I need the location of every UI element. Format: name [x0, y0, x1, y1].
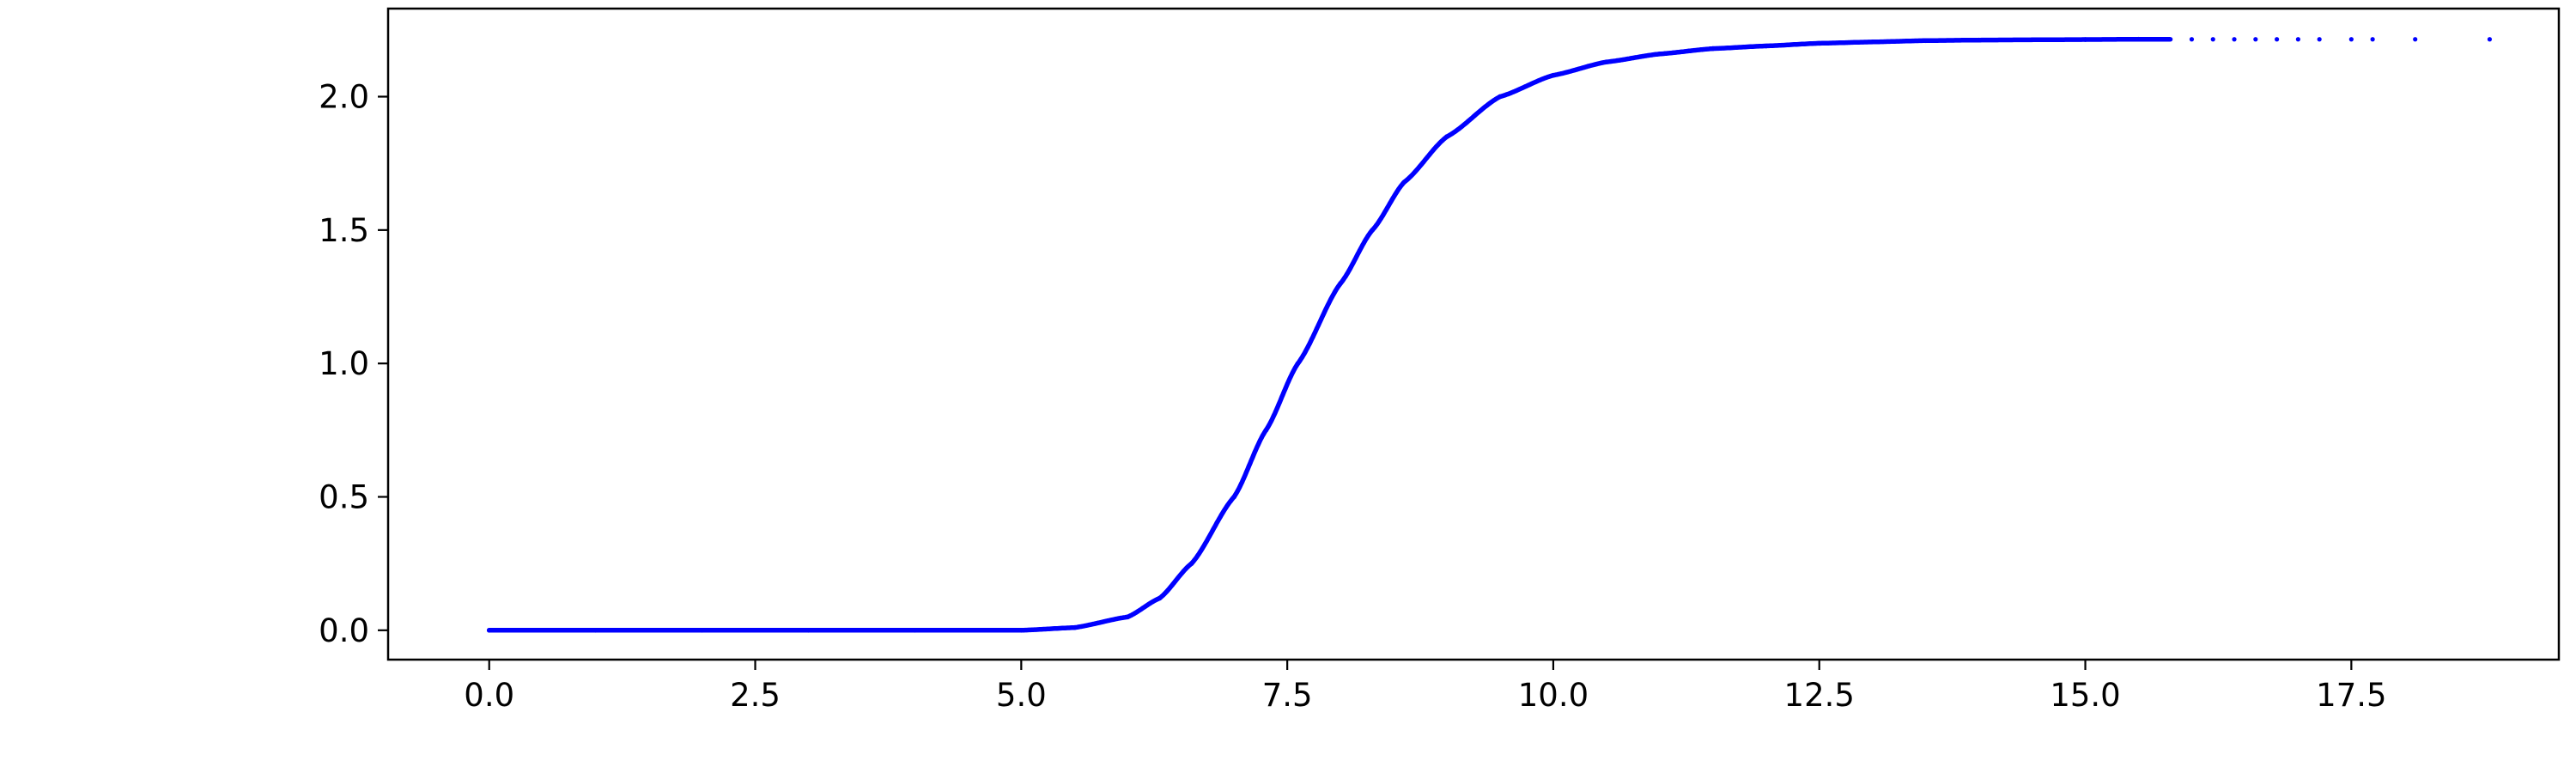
- data-point: [1188, 561, 1194, 566]
- data-point: [1763, 43, 1769, 49]
- data-point: [1869, 40, 1875, 45]
- data-point: [2413, 37, 2418, 42]
- data-point: [2275, 37, 2280, 42]
- data-point: [912, 628, 918, 633]
- x-tick-label: 12.5: [1784, 677, 1855, 714]
- data-point: [1498, 94, 1503, 100]
- y-tick-label: 0.0: [319, 612, 369, 649]
- axes-frame: [386, 7, 2561, 661]
- data-point: [2210, 37, 2215, 42]
- data-point: [2189, 37, 2195, 42]
- data-point: [1710, 46, 1716, 52]
- x-tick-label: 10.0: [1518, 677, 1589, 714]
- data-point: [2317, 37, 2322, 42]
- data-point: [2232, 37, 2237, 42]
- x-tick-label: 7.5: [1262, 677, 1313, 714]
- data-point: [1604, 59, 1609, 64]
- data-point: [2348, 37, 2354, 42]
- data-point: [2029, 37, 2035, 43]
- data-point: [1018, 628, 1024, 633]
- x-tick-label: 2.5: [730, 677, 781, 714]
- data-point: [1401, 180, 1407, 185]
- data-point: [1231, 494, 1236, 500]
- y-axis: 0.0 0.5 1.0 1.5 2.0: [319, 79, 388, 649]
- data-point: [1816, 40, 1822, 46]
- data-point: [2253, 37, 2258, 42]
- data-point: [699, 628, 705, 633]
- data-point: [1072, 624, 1078, 630]
- data-point: [1338, 281, 1343, 286]
- data-point: [1923, 38, 1929, 44]
- y-tick-label: 1.5: [319, 212, 369, 249]
- data-point: [1657, 52, 1662, 57]
- data-point: [2136, 36, 2142, 42]
- data-point: [2168, 37, 2173, 42]
- x-tick-label: 15.0: [2050, 677, 2120, 714]
- data-point: [1976, 37, 1982, 43]
- data-point: [2295, 37, 2300, 42]
- data-series: [486, 36, 2493, 633]
- x-tick-label: 17.5: [2316, 677, 2386, 714]
- data-point: [805, 628, 811, 633]
- x-axis: 0.0 2.5 5.0 7.5 10.0 12.5 15.0 17.5: [464, 660, 2387, 714]
- x-tick-label: 5.0: [996, 677, 1047, 714]
- data-point: [1125, 614, 1131, 620]
- y-tick-label: 2.0: [319, 79, 369, 116]
- data-point: [1444, 134, 1449, 139]
- data-point: [1157, 595, 1163, 601]
- y-tick-label: 0.5: [319, 479, 369, 516]
- data-point: [1295, 361, 1301, 366]
- data-point: [1551, 72, 1556, 78]
- data-point: [1263, 428, 1269, 433]
- x-tick-label: 0.0: [464, 677, 514, 714]
- data-point: [486, 628, 492, 633]
- data-point: [2487, 37, 2493, 42]
- data-point: [1370, 228, 1376, 233]
- plot-area: 0.0 2.5 5.0 7.5 10.0 12.5 15.0 17.5 0.0 0.5 1.0 1.…: [319, 7, 2561, 714]
- data-point: [2370, 37, 2375, 42]
- data-point: [592, 628, 598, 633]
- y-tick-label: 1.0: [319, 345, 369, 382]
- data-point: [2082, 37, 2088, 42]
